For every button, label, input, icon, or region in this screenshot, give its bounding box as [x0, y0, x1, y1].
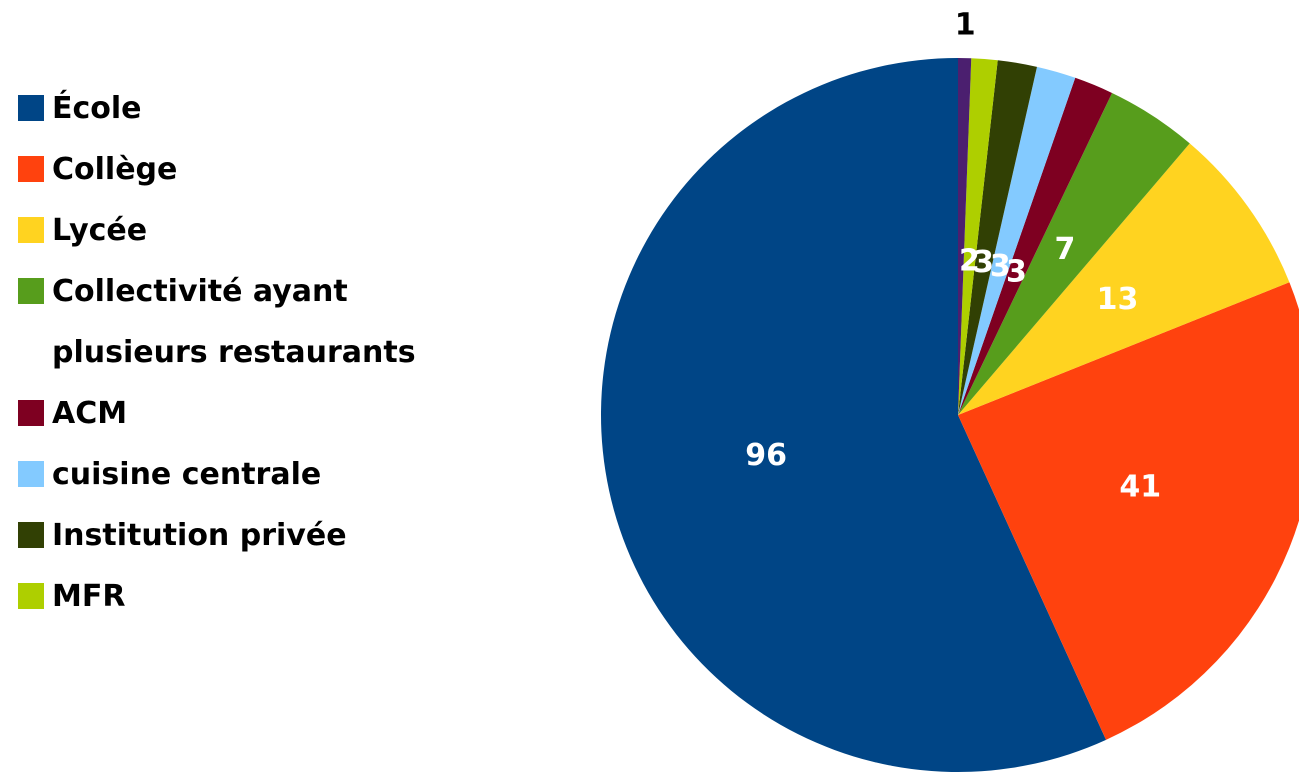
legend-item: École: [18, 78, 488, 139]
data-label: 3: [990, 249, 1011, 284]
legend-item: Lycée: [18, 200, 488, 261]
data-label: 2: [959, 243, 980, 278]
legend-label: Lycée: [52, 213, 148, 248]
pie-slice: [958, 66, 1076, 416]
pie-slice: [601, 58, 1107, 772]
pie-slice: [958, 77, 1113, 416]
legend-label: Collectivité ayant plusieurs restaurants: [52, 274, 416, 370]
legend-label: ACM: [52, 396, 128, 431]
data-label: 13: [1097, 282, 1139, 317]
pie-slice: [958, 282, 1299, 740]
data-label: 96: [745, 438, 787, 473]
legend-swatch: [18, 583, 44, 609]
legend-label: MFR: [52, 579, 126, 614]
legend-label: Institution privée: [52, 518, 347, 553]
data-label: 1: [955, 8, 976, 43]
legend-item: Collectivité ayant plusieurs restaurants: [18, 261, 488, 383]
legend-swatch: [18, 461, 44, 487]
legend-item: Collège: [18, 139, 488, 200]
legend-label: École: [52, 91, 142, 126]
legend-swatch: [18, 278, 44, 304]
pie-slice: [958, 92, 1190, 415]
legend-label: Collège: [52, 152, 178, 187]
pie-slice: [958, 58, 998, 415]
legend-swatch: [18, 522, 44, 548]
data-label: 3: [1006, 255, 1027, 290]
legend-item: ACM: [18, 383, 488, 444]
legend-label: cuisine centrale: [52, 457, 322, 492]
data-label: 7: [1055, 232, 1076, 267]
legend-item: MFR: [18, 566, 488, 627]
pie-slice: [958, 60, 1037, 415]
data-label: 41: [1119, 470, 1161, 505]
data-label: 3: [973, 245, 994, 280]
legend-item: Institution privée: [18, 505, 488, 566]
legend-swatch: [18, 156, 44, 182]
legend-item: cuisine centrale: [18, 444, 488, 505]
legend: École Collège Lycée Collectivité ayant plus…: [18, 78, 488, 627]
legend-swatch: [18, 217, 44, 243]
legend-swatch: [18, 95, 44, 121]
legend-swatch: [18, 400, 44, 426]
pie-slice: [958, 143, 1290, 415]
pie-slice: [958, 58, 972, 415]
